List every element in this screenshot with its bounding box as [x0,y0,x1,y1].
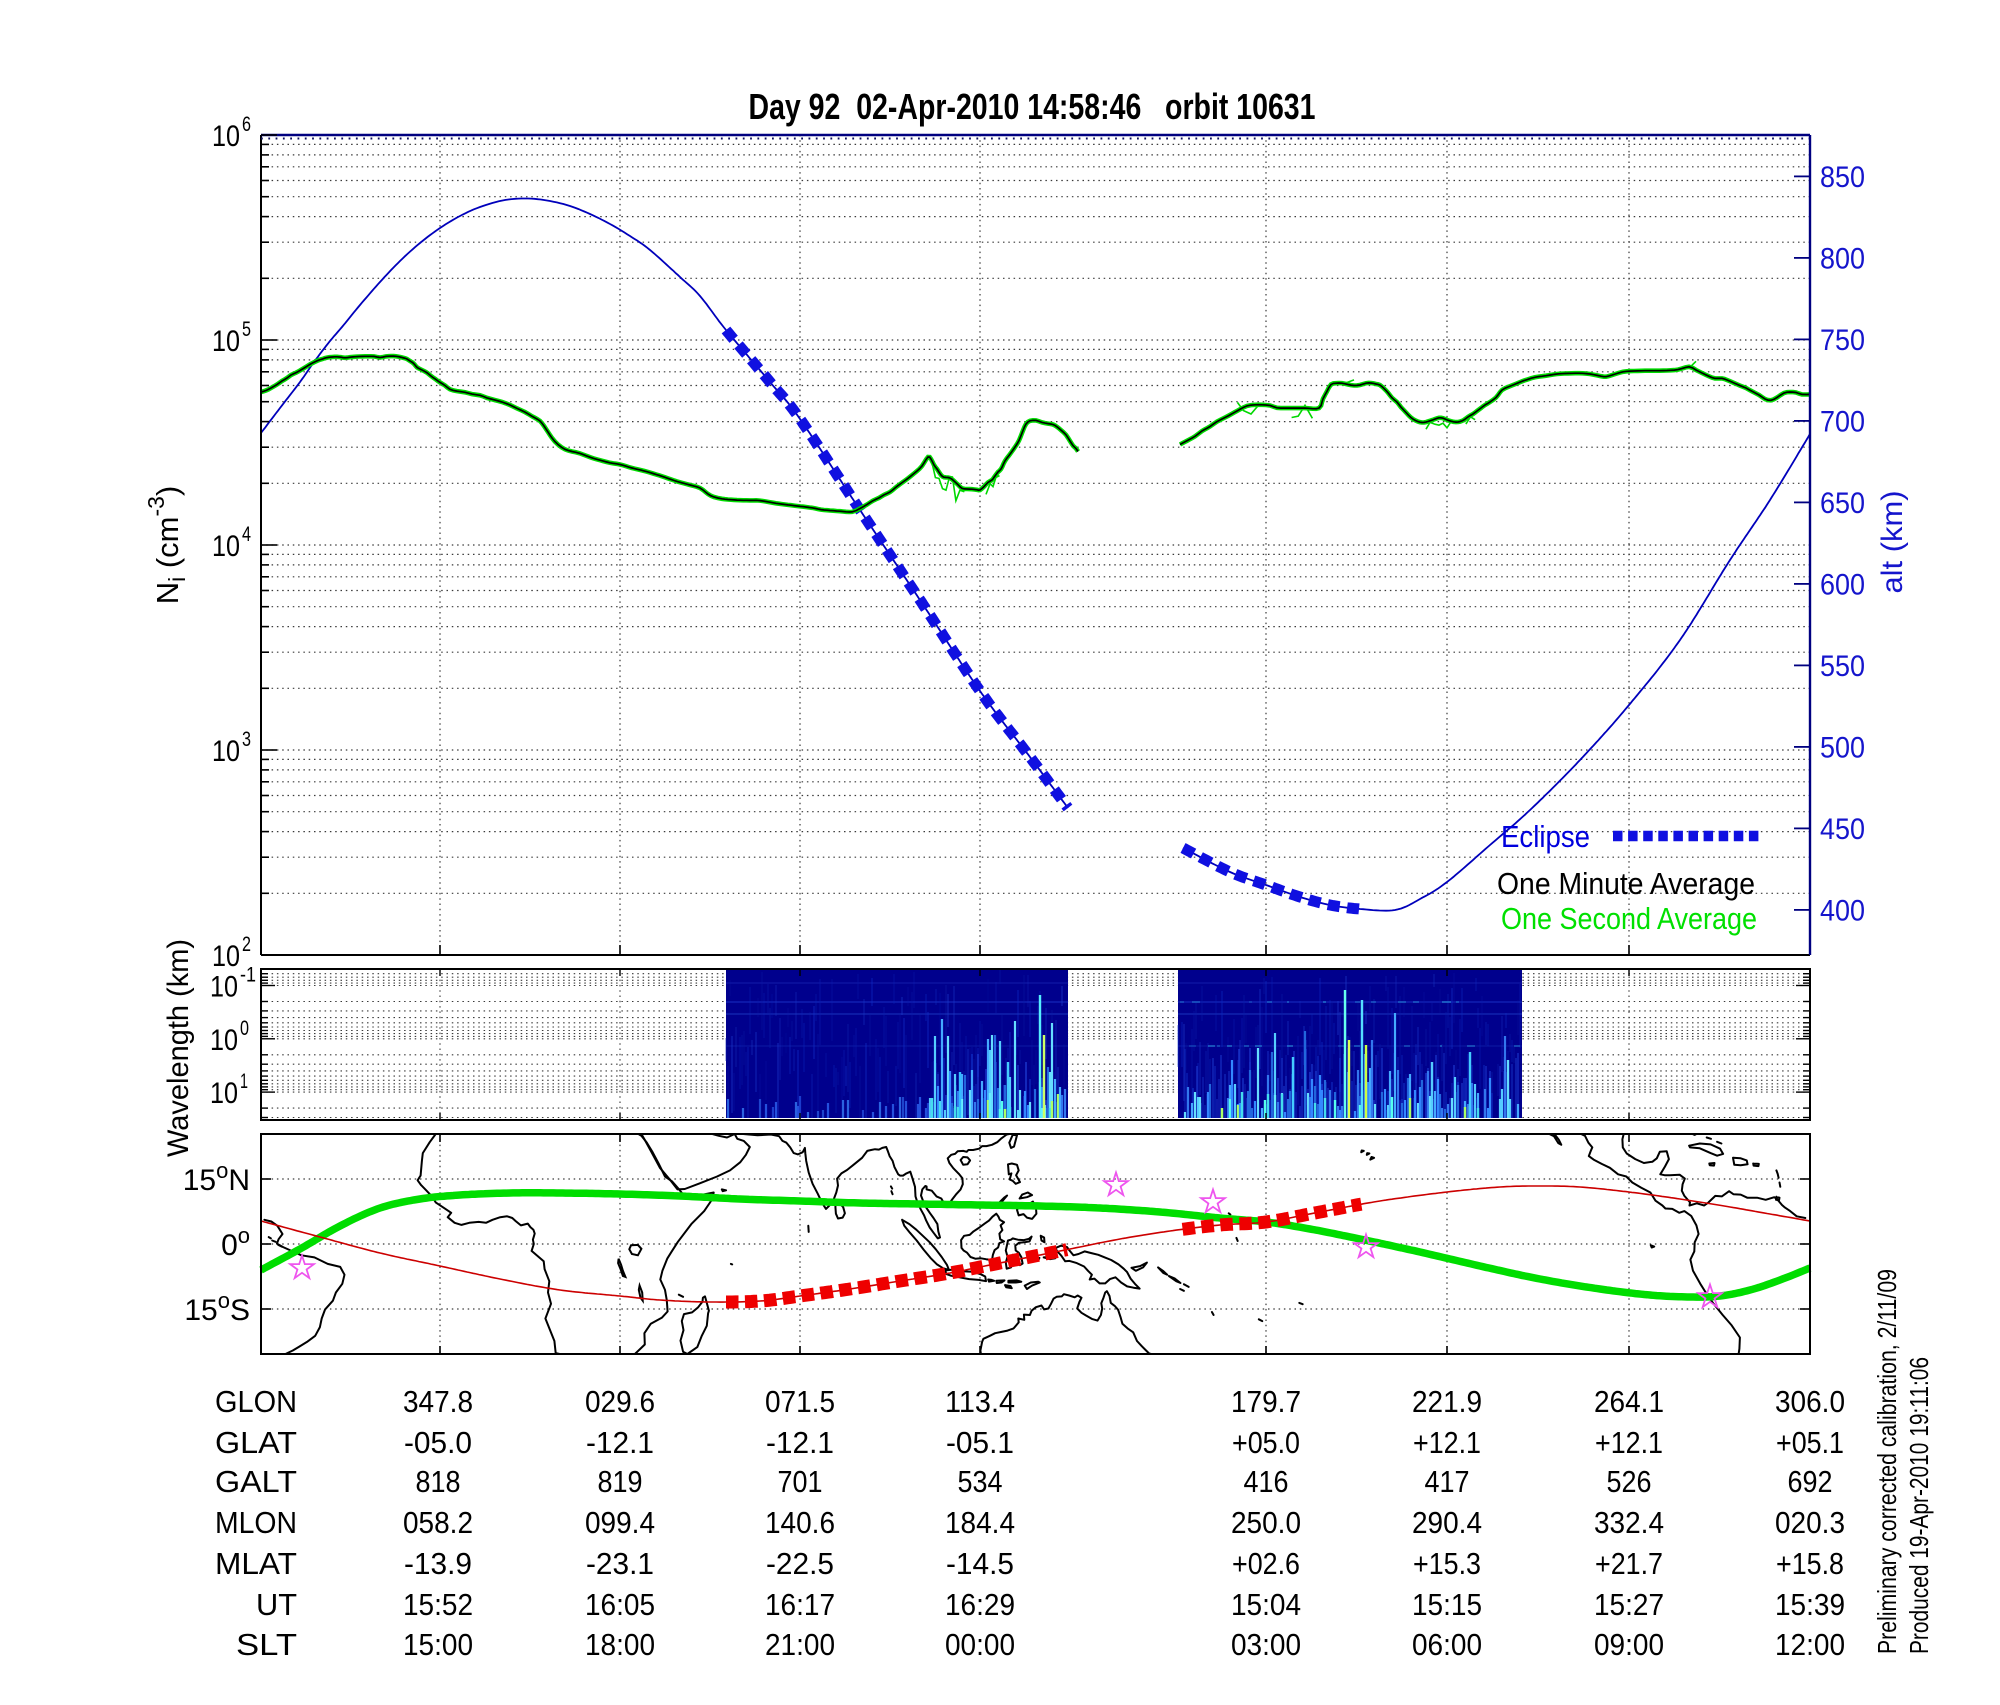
svg-text:10: 10 [212,940,240,973]
svg-text:650: 650 [1820,487,1865,520]
svg-text:15:52: 15:52 [403,1587,473,1622]
svg-text:10: 10 [212,120,240,153]
svg-text:850: 850 [1820,161,1865,194]
svg-text:400: 400 [1820,894,1865,927]
svg-text:416: 416 [1244,1464,1289,1499]
svg-text:06:00: 06:00 [1412,1627,1482,1662]
svg-text:10: 10 [210,1024,238,1057]
svg-text:450: 450 [1820,813,1865,846]
svg-text:600: 600 [1820,568,1865,601]
svg-text:09:00: 09:00 [1594,1627,1664,1662]
svg-text:MLAT: MLAT [215,1546,297,1581]
svg-text:250.0: 250.0 [1231,1505,1301,1540]
svg-text:417: 417 [1425,1464,1470,1499]
svg-text:264.1: 264.1 [1594,1384,1664,1419]
svg-text:10: 10 [210,1077,238,1110]
svg-text:Day 92 02-Apr-2010 14:58:46: Day 92 02-Apr-2010 14:58:46 orbit 10631 [749,86,1316,127]
svg-text:701: 701 [778,1464,823,1499]
svg-text:-14.5: -14.5 [946,1546,1014,1581]
svg-text:Eclipse: Eclipse [1501,819,1590,854]
svg-text:071.5: 071.5 [765,1384,835,1419]
svg-text:+15.8: +15.8 [1776,1546,1844,1581]
svg-text:819: 819 [598,1464,643,1499]
svg-text:221.9: 221.9 [1412,1384,1482,1419]
svg-text:332.4: 332.4 [1594,1505,1664,1540]
svg-text:15:39: 15:39 [1775,1587,1845,1622]
svg-text:4: 4 [242,523,251,546]
svg-text:-12.1: -12.1 [766,1425,834,1460]
svg-text:MLON: MLON [215,1505,297,1540]
svg-text:-05.0: -05.0 [404,1425,472,1460]
svg-text:Produced 19-Apr-2010 19:11:06: Produced 19-Apr-2010 19:11:06 [1904,1357,1934,1654]
svg-text:15:27: 15:27 [1594,1587,1664,1622]
svg-text:16:29: 16:29 [945,1587,1015,1622]
svg-text:6: 6 [242,113,251,136]
svg-text:15:15: 15:15 [1412,1587,1482,1622]
svg-text:Preliminary corrected calibrat: Preliminary corrected calibration, 2/11/… [1872,1269,1902,1654]
svg-text:+21.7: +21.7 [1595,1546,1663,1581]
svg-text:2: 2 [242,933,251,956]
svg-text:12:00: 12:00 [1775,1627,1845,1662]
svg-text:058.2: 058.2 [403,1505,473,1540]
svg-text:290.4: 290.4 [1412,1505,1482,1540]
svg-text:179.7: 179.7 [1231,1384,1301,1419]
svg-text:500: 500 [1820,731,1865,764]
svg-text:-1: -1 [240,964,256,987]
svg-text:21:00: 21:00 [765,1627,835,1662]
svg-text:16:05: 16:05 [585,1587,655,1622]
svg-text:03:00: 03:00 [1231,1627,1301,1662]
svg-text:-13.9: -13.9 [404,1546,472,1581]
svg-text:750: 750 [1820,324,1865,357]
svg-text:534: 534 [958,1464,1003,1499]
svg-text:18:00: 18:00 [585,1627,655,1662]
svg-text:347.8: 347.8 [403,1384,473,1419]
svg-text:GLAT: GLAT [215,1425,297,1460]
svg-text:GLON: GLON [215,1384,297,1419]
svg-text:5: 5 [242,318,251,341]
svg-text:0: 0 [240,1017,249,1040]
svg-text:029.6: 029.6 [585,1384,655,1419]
svg-text:-22.5: -22.5 [766,1546,834,1581]
svg-text:UT: UT [256,1587,297,1622]
svg-text:SLT: SLT [236,1627,297,1662]
svg-text:16:17: 16:17 [765,1587,835,1622]
svg-text:+12.1: +12.1 [1595,1425,1663,1460]
svg-text:GALT: GALT [215,1464,297,1499]
svg-text:099.4: 099.4 [585,1505,655,1540]
svg-text:One Second Average: One Second Average [1501,901,1757,936]
svg-text:10: 10 [212,735,240,768]
svg-text:800: 800 [1820,242,1865,275]
svg-text:184.4: 184.4 [945,1505,1015,1540]
svg-text:+02.6: +02.6 [1232,1546,1300,1581]
svg-text:+05.1: +05.1 [1776,1425,1844,1460]
svg-text:140.6: 140.6 [765,1505,835,1540]
svg-text:3: 3 [242,728,251,751]
svg-text:-05.1: -05.1 [946,1425,1014,1460]
svg-text:700: 700 [1820,405,1865,438]
svg-text:+05.0: +05.0 [1232,1425,1300,1460]
svg-text:-23.1: -23.1 [586,1546,654,1581]
svg-text:1: 1 [240,1070,248,1093]
svg-text:00:00: 00:00 [945,1627,1015,1662]
svg-text:113.4: 113.4 [945,1384,1015,1419]
svg-text:-12.1: -12.1 [586,1425,654,1460]
svg-text:One Minute Average: One Minute Average [1497,866,1755,901]
svg-text:alt (km): alt (km) [1876,491,1909,594]
svg-text:15oS: 15oS [184,1288,250,1327]
svg-text:Wavelength (km): Wavelength (km) [162,939,195,1157]
svg-text:306.0: 306.0 [1775,1384,1845,1419]
svg-text:10: 10 [210,971,238,1004]
svg-text:15:04: 15:04 [1231,1587,1301,1622]
svg-text:10: 10 [212,530,240,563]
svg-text:526: 526 [1607,1464,1652,1499]
svg-text:+15.3: +15.3 [1413,1546,1481,1581]
svg-text:10: 10 [212,325,240,358]
svg-text:020.3: 020.3 [1775,1505,1845,1540]
svg-text:692: 692 [1788,1464,1833,1499]
svg-text:550: 550 [1820,650,1865,683]
svg-text:818: 818 [416,1464,461,1499]
svg-text:+12.1: +12.1 [1413,1425,1481,1460]
svg-text:15:00: 15:00 [403,1627,473,1662]
